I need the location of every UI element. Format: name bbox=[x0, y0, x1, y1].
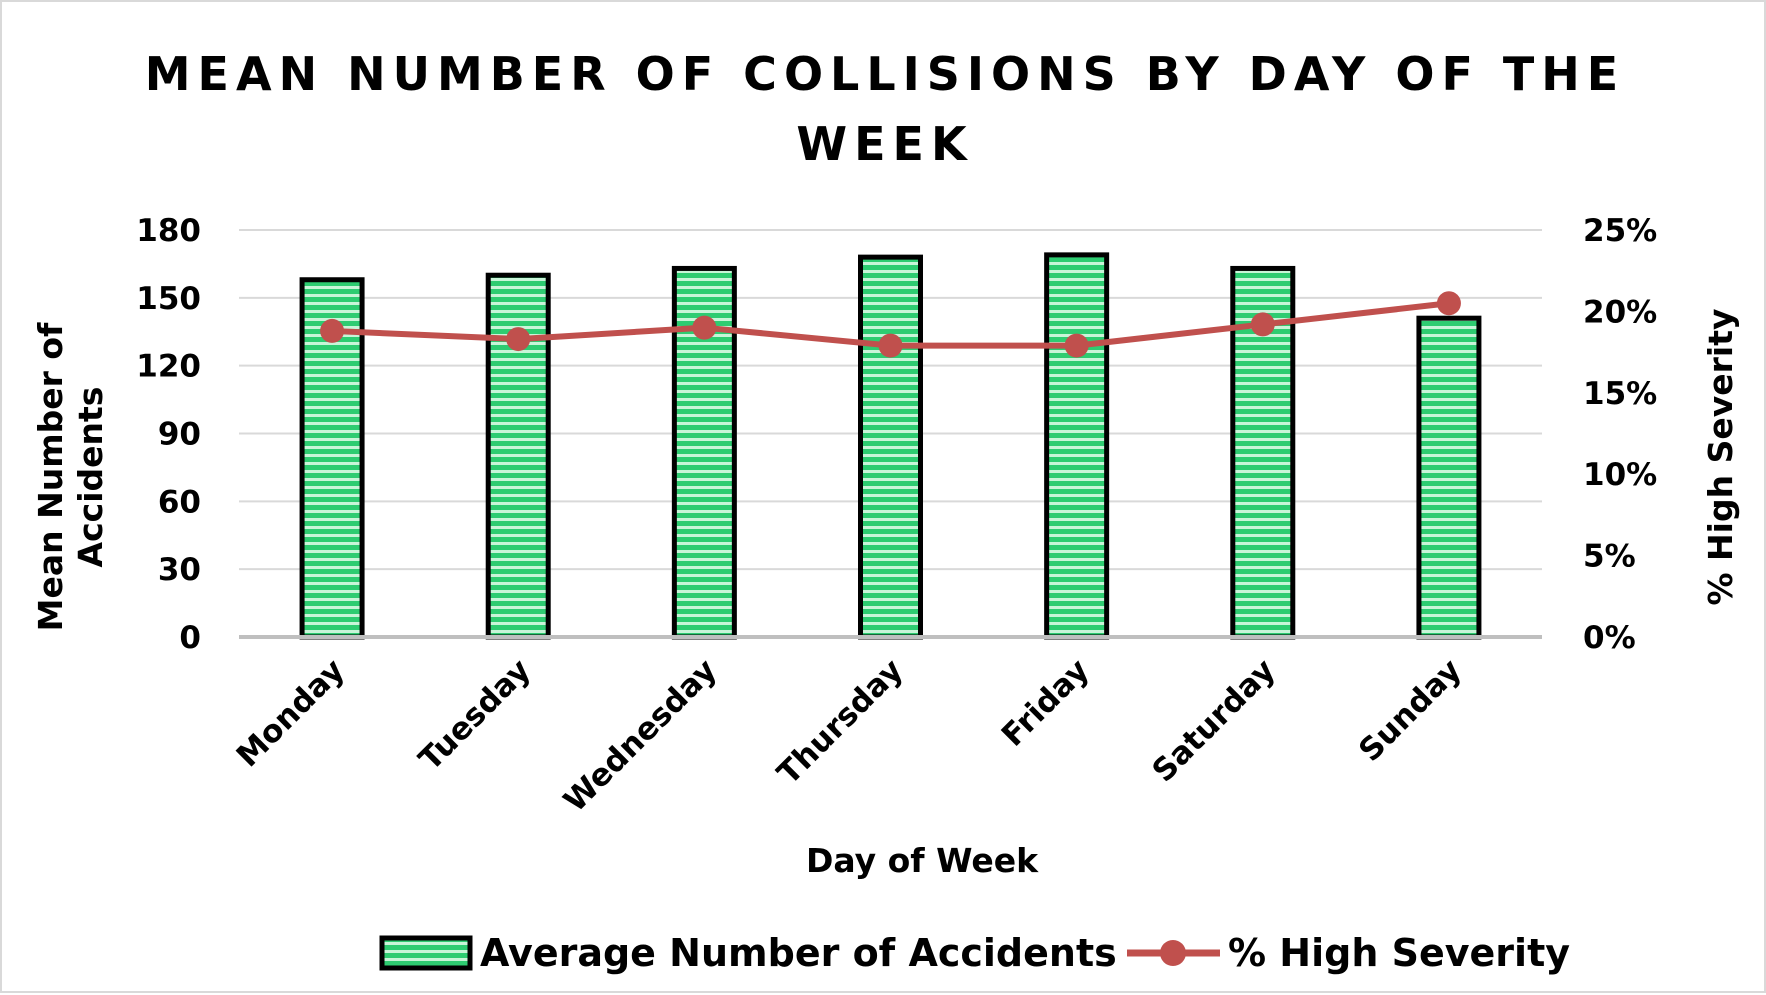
right-tick-label: 25% bbox=[1583, 213, 1657, 249]
severity-point-thursday bbox=[878, 333, 903, 358]
left-axis-title: Mean Number of Accidents bbox=[31, 322, 110, 631]
x-axis-ticks: Monday Tuesday Wednesday Thursday Friday Satu… bbox=[230, 652, 1469, 819]
left-tick-label: 150 bbox=[136, 281, 201, 317]
left-tick-label: 90 bbox=[158, 417, 201, 453]
legend: Average Number of Accidents % High Sever… bbox=[379, 931, 1570, 975]
left-tick-label: 60 bbox=[158, 484, 201, 520]
left-axis-title-line-1: Mean Number of bbox=[31, 322, 70, 631]
severity-point-monday bbox=[320, 318, 345, 343]
left-tick-label: 0 bbox=[179, 620, 201, 656]
legend-bar-swatch bbox=[379, 935, 473, 971]
severity-point-sunday bbox=[1436, 291, 1461, 316]
right-tick-label: 5% bbox=[1583, 539, 1636, 575]
x-tick-label: Monday bbox=[230, 652, 352, 774]
severity-point-friday bbox=[1064, 333, 1089, 358]
x-tick-label: Tuesday bbox=[412, 652, 538, 778]
left-axis-ticks: 0 30 60 90 120 150 180 bbox=[136, 213, 201, 656]
left-tick-label: 180 bbox=[136, 213, 201, 249]
chart-title-line-1: MEAN NUMBER OF COLLISIONS BY DAY OF THE bbox=[145, 47, 1625, 101]
right-tick-label: 0% bbox=[1583, 620, 1636, 656]
x-tick-label: Saturday bbox=[1145, 652, 1282, 789]
right-tick-label: 20% bbox=[1583, 294, 1657, 330]
right-axis-title-text: % High Severity bbox=[1701, 309, 1740, 606]
severity-point-tuesday bbox=[506, 327, 531, 352]
line-series bbox=[320, 291, 1461, 358]
right-axis-title: % High Severity bbox=[1701, 309, 1740, 606]
x-axis-title: Day of Week bbox=[806, 841, 1039, 880]
bar-sunday bbox=[1416, 315, 1482, 640]
severity-point-wednesday bbox=[692, 315, 717, 340]
legend-line-label: % High Severity bbox=[1228, 931, 1570, 975]
left-tick-label: 30 bbox=[158, 552, 201, 588]
x-tick-label: Sunday bbox=[1352, 652, 1469, 769]
left-tick-label: 120 bbox=[136, 349, 201, 385]
legend-bar-label: Average Number of Accidents bbox=[480, 931, 1117, 975]
bar-series bbox=[299, 252, 1482, 640]
legend-line-marker bbox=[1160, 940, 1186, 966]
chart-title-line-2: WEEK bbox=[796, 117, 973, 171]
right-tick-label: 10% bbox=[1583, 457, 1657, 493]
bar-friday bbox=[1044, 252, 1110, 640]
left-axis-title-line-2: Accidents bbox=[71, 387, 110, 568]
x-tick-label: Thursday bbox=[771, 652, 911, 792]
x-tick-label: Wednesday bbox=[557, 652, 724, 819]
severity-point-saturday bbox=[1250, 312, 1275, 337]
right-axis-ticks: 0% 5% 10% 15% 20% 25% bbox=[1583, 213, 1657, 656]
x-tick-label: Friday bbox=[995, 652, 1096, 753]
bar-thursday bbox=[858, 254, 923, 640]
right-tick-label: 15% bbox=[1583, 376, 1657, 412]
